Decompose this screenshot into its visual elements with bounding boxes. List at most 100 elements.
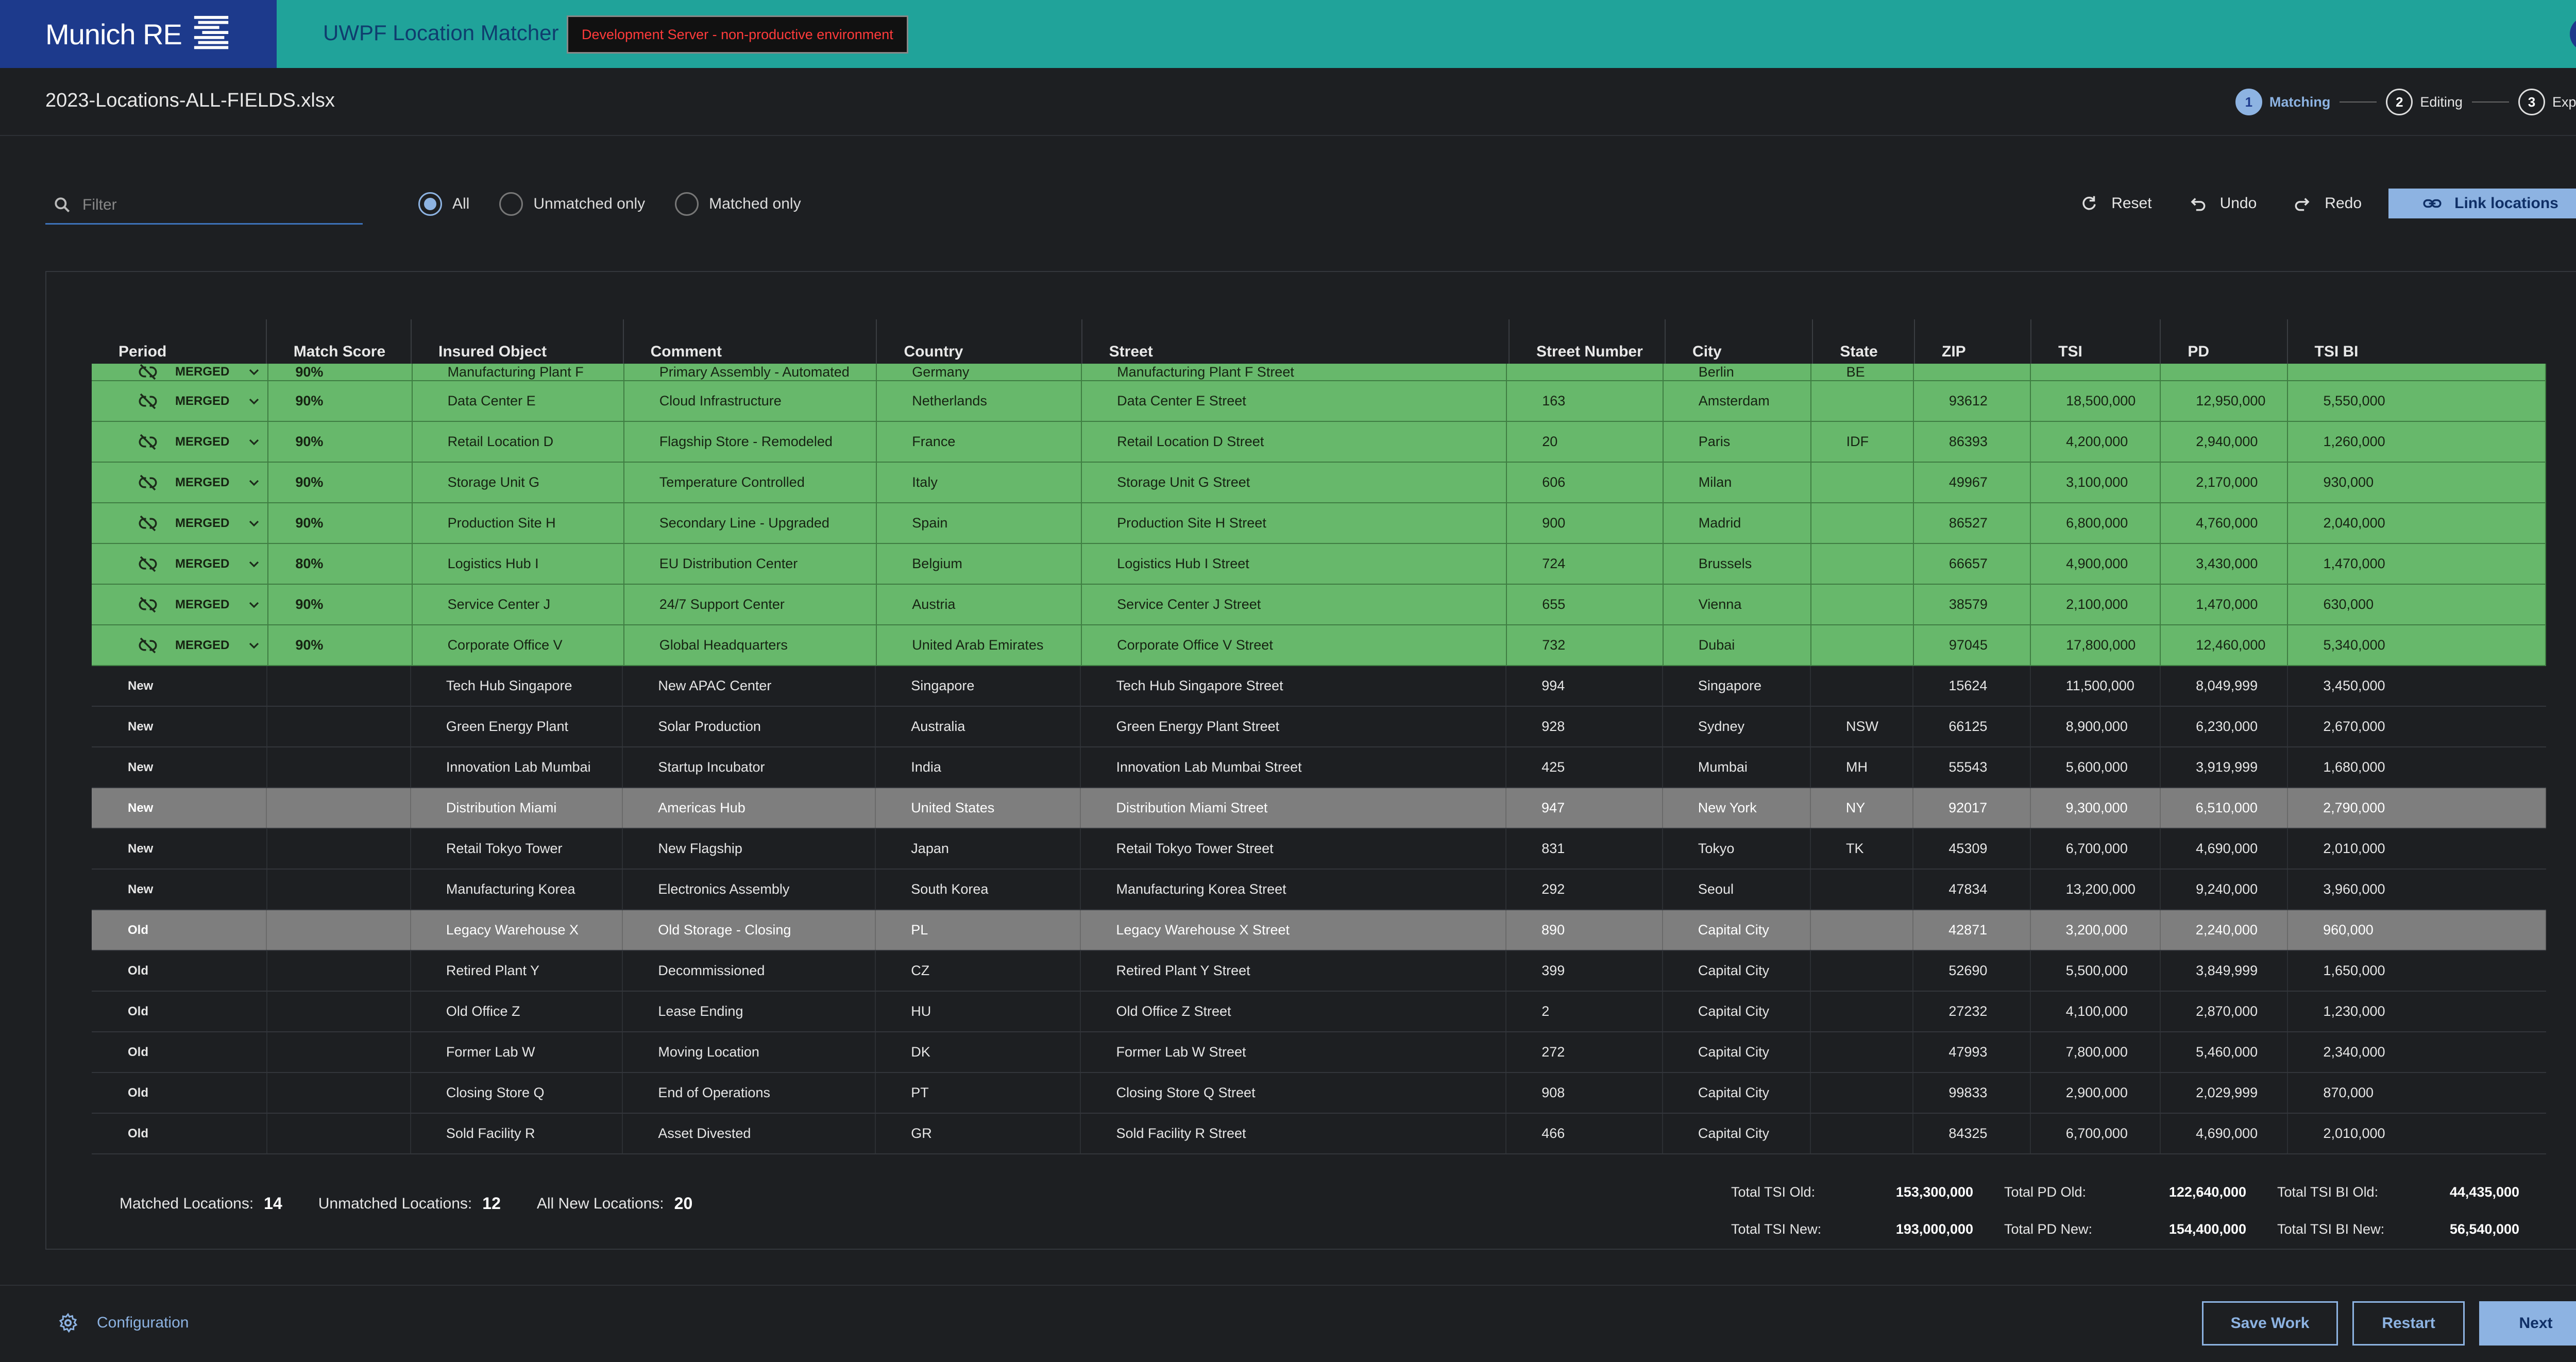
munich-re-logo-icon	[194, 15, 229, 49]
radio-unmatched-only[interactable]: Unmatched only	[499, 192, 645, 216]
radio-circle[interactable]	[675, 192, 699, 216]
tsi-cell: 13,200,000	[2031, 870, 2161, 909]
comment-cell: Lease Ending	[623, 992, 876, 1031]
tsi-bi-value: 2,010,000	[2323, 841, 2385, 856]
help-button[interactable]: ?	[2570, 16, 2576, 52]
step-export[interactable]: 3 Export	[2518, 89, 2576, 115]
restart-button[interactable]: Restart	[2352, 1301, 2465, 1346]
column-header-pd[interactable]: PD	[2161, 319, 2288, 364]
matched-row[interactable]: MERGED 90% Service Center J 24/7 Support Ce…	[92, 585, 2546, 625]
column-header-score[interactable]: Match Score	[267, 319, 412, 364]
tsi-value: 4,900,000	[2066, 556, 2128, 571]
table-row[interactable]: New Innovation Lab Mumbai Startup Incubato…	[92, 747, 2546, 788]
unlink-icon[interactable]	[137, 513, 159, 534]
city-cell: Capital City	[1663, 1114, 1811, 1153]
matched-row[interactable]: MERGED 90% Manufacturing Plant F Primary As…	[92, 364, 2546, 381]
city-value: Capital City	[1698, 1003, 1769, 1019]
matched-row[interactable]: MERGED 80% Logistics Hub I EU Distribution …	[92, 544, 2546, 585]
unlink-icon[interactable]	[137, 594, 159, 616]
radio-all[interactable]: All	[418, 192, 469, 216]
match-score-cell	[267, 1032, 411, 1072]
chevron-down-icon[interactable]	[246, 434, 262, 450]
link-locations-button[interactable]: Link locations	[2388, 189, 2576, 218]
pd-cell: 4,760,000	[2161, 503, 2289, 543]
column-header-tsibi[interactable]: TSI BI	[2314, 343, 2359, 360]
table-row[interactable]: Old Sold Facility R Asset Divested GR Sold F…	[92, 1114, 2546, 1154]
table-row[interactable]: New Manufacturing Korea Electronics Assemb…	[92, 870, 2546, 910]
tsi-bi-value: 3,960,000	[2323, 881, 2385, 897]
chevron-down-icon[interactable]	[246, 597, 262, 613]
insured-object-cell: Manufacturing Korea	[411, 870, 623, 909]
location-summary: Matched Locations: 14 Unmatched Location…	[120, 1194, 728, 1213]
unlink-icon[interactable]	[137, 635, 159, 656]
comment-cell: Flagship Store - Remodeled	[624, 422, 877, 462]
chevron-down-icon[interactable]	[246, 556, 262, 572]
unlink-icon[interactable]	[137, 472, 159, 493]
table-row[interactable]: New Distribution Miami Americas Hub United …	[92, 788, 2546, 829]
chevron-down-icon[interactable]	[246, 515, 262, 532]
next-button[interactable]: Next	[2479, 1301, 2576, 1346]
configuration-link[interactable]: Configuration	[58, 1313, 189, 1333]
column-header-city[interactable]: City	[1666, 319, 1814, 364]
pd-cell: 5,460,000	[2161, 1032, 2289, 1072]
unlink-icon[interactable]	[137, 364, 159, 380]
state-cell: MH	[1811, 747, 1914, 787]
column-header-object[interactable]: Insured Object	[412, 319, 624, 364]
table-row[interactable]: Old Old Office Z Lease Ending HU Old Office …	[92, 992, 2546, 1032]
step-editing[interactable]: 2 Editing	[2386, 89, 2463, 115]
unlink-icon[interactable]	[137, 553, 159, 575]
save-work-button[interactable]: Save Work	[2202, 1301, 2338, 1346]
undo-button[interactable]: Undo	[2188, 194, 2257, 213]
matched-row[interactable]: MERGED 90% Data Center E Cloud Infrastructu…	[92, 381, 2546, 422]
city-value: Brussels	[1698, 556, 1752, 571]
chevron-down-icon[interactable]	[246, 364, 262, 380]
period-cell: Old	[92, 1073, 267, 1113]
tsi-bi-cell: 2,010,000	[2288, 1114, 2546, 1153]
street-value: Manufacturing Plant F Street	[1117, 364, 1294, 380]
insured-object-cell: Storage Unit G	[413, 463, 624, 502]
table-row[interactable]: New Tech Hub Singapore New APAC Center Sing…	[92, 666, 2546, 707]
comment-cell: EU Distribution Center	[624, 544, 877, 584]
column-header-zip[interactable]: ZIP	[1915, 319, 2032, 364]
chevron-down-icon[interactable]	[246, 474, 262, 491]
radio-circle[interactable]	[418, 192, 442, 216]
zip-value: 15624	[1948, 678, 1988, 693]
table-row[interactable]: Old Legacy Warehouse X Old Storage - Closi…	[92, 910, 2546, 951]
matched-row[interactable]: MERGED 90% Retail Location D Flagship Store…	[92, 422, 2546, 463]
table-row[interactable]: Old Retired Plant Y Decommissioned CZ Retire…	[92, 951, 2546, 992]
table-row[interactable]: Old Closing Store Q End of Operations PT Clo…	[92, 1073, 2546, 1114]
progress-stepper: 1 Matching 2 Editing 3 Export	[2235, 89, 2576, 115]
filter-input[interactable]	[82, 196, 350, 214]
radio-matched-only[interactable]: Matched only	[675, 192, 801, 216]
unlink-icon[interactable]	[137, 431, 159, 453]
table-body[interactable]: MERGED 90% Manufacturing Plant F Primary As…	[92, 364, 2546, 1169]
step-matching[interactable]: 1 Matching	[2235, 89, 2330, 115]
file-name: 2023-Locations-ALL-FIELDS.xlsx	[45, 90, 335, 111]
redo-button[interactable]: Redo	[2293, 194, 2362, 213]
pd-value: 1,470,000	[2196, 597, 2258, 612]
matched-row[interactable]: MERGED 90% Storage Unit G Temperature Contr…	[92, 463, 2546, 503]
reset-button[interactable]: Reset	[2079, 194, 2152, 213]
tsi-bi-cell: 5,550,000	[2288, 381, 2546, 421]
unlink-icon[interactable]	[137, 390, 159, 412]
filter-field[interactable]	[45, 186, 363, 225]
radio-circle[interactable]	[499, 192, 523, 216]
column-header-number[interactable]: Street Number	[1510, 319, 1666, 364]
column-header-country[interactable]: Country	[877, 319, 1082, 364]
column-header-period[interactable]: Period	[92, 319, 267, 364]
table-row[interactable]: New Retail Tokyo Tower New Flagship Japan Re…	[92, 829, 2546, 870]
brand-logo-area[interactable]: Munich RE	[0, 0, 277, 68]
matched-row[interactable]: MERGED 90% Corporate Office V Global Headqu…	[92, 625, 2546, 666]
matched-row[interactable]: MERGED 90% Production Site H Secondary Line…	[92, 503, 2546, 544]
chevron-down-icon[interactable]	[246, 637, 262, 654]
column-header-street[interactable]: Street	[1082, 319, 1510, 364]
column-header-comment[interactable]: Comment	[624, 319, 877, 364]
chevron-down-icon[interactable]	[246, 393, 262, 410]
street-number-value: 724	[1542, 556, 1566, 571]
table-row[interactable]: Old Former Lab W Moving Location DK Former L…	[92, 1032, 2546, 1073]
column-header-state[interactable]: State	[1813, 319, 1916, 364]
column-header-tsi[interactable]: TSI	[2031, 319, 2161, 364]
match-score-cell	[267, 992, 411, 1031]
table-row[interactable]: New Green Energy Plant Solar Production Aus…	[92, 707, 2546, 747]
match-score-value: 90%	[295, 597, 324, 612]
